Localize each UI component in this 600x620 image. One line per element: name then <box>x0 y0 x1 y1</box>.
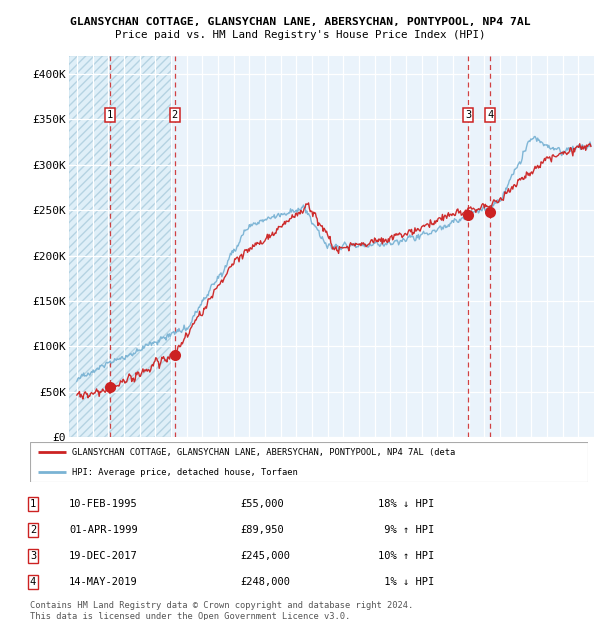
Text: 18% ↓ HPI: 18% ↓ HPI <box>378 499 434 509</box>
Text: 3: 3 <box>465 110 471 120</box>
Text: 1% ↓ HPI: 1% ↓ HPI <box>378 577 434 587</box>
Text: 10% ↑ HPI: 10% ↑ HPI <box>378 551 434 561</box>
Text: This data is licensed under the Open Government Licence v3.0.: This data is licensed under the Open Gov… <box>30 612 350 620</box>
Text: 9% ↑ HPI: 9% ↑ HPI <box>378 525 434 535</box>
Text: 10-FEB-1995: 10-FEB-1995 <box>69 499 138 509</box>
Text: £89,950: £89,950 <box>240 525 284 535</box>
Text: 4: 4 <box>487 110 493 120</box>
Text: 2: 2 <box>172 110 178 120</box>
Text: 19-DEC-2017: 19-DEC-2017 <box>69 551 138 561</box>
Text: GLANSYCHAN COTTAGE, GLANSYCHAN LANE, ABERSYCHAN, PONTYPOOL, NP4 7AL (deta: GLANSYCHAN COTTAGE, GLANSYCHAN LANE, ABE… <box>72 448 455 457</box>
Text: 01-APR-1999: 01-APR-1999 <box>69 525 138 535</box>
Text: Price paid vs. HM Land Registry's House Price Index (HPI): Price paid vs. HM Land Registry's House … <box>115 30 485 40</box>
Text: 1: 1 <box>30 499 36 509</box>
Text: 1: 1 <box>107 110 113 120</box>
Text: £245,000: £245,000 <box>240 551 290 561</box>
Text: £55,000: £55,000 <box>240 499 284 509</box>
Text: 2: 2 <box>30 525 36 535</box>
Text: 14-MAY-2019: 14-MAY-2019 <box>69 577 138 587</box>
Text: 3: 3 <box>30 551 36 561</box>
Text: £248,000: £248,000 <box>240 577 290 587</box>
Text: HPI: Average price, detached house, Torfaen: HPI: Average price, detached house, Torf… <box>72 467 298 477</box>
Text: 4: 4 <box>30 577 36 587</box>
Text: GLANSYCHAN COTTAGE, GLANSYCHAN LANE, ABERSYCHAN, PONTYPOOL, NP4 7AL: GLANSYCHAN COTTAGE, GLANSYCHAN LANE, ABE… <box>70 17 530 27</box>
Text: Contains HM Land Registry data © Crown copyright and database right 2024.: Contains HM Land Registry data © Crown c… <box>30 601 413 611</box>
